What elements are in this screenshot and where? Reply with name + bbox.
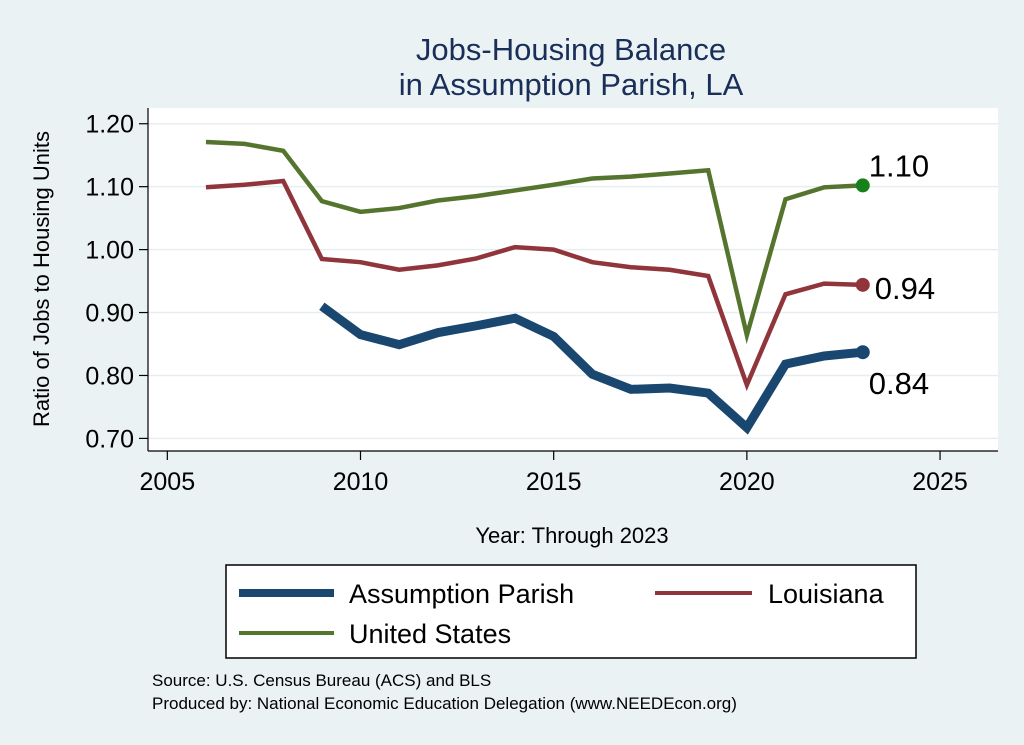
chart-title-line-2: in Assumption Parish, LA	[399, 67, 744, 102]
x-tick-label-2015: 2015	[526, 468, 582, 496]
gridlines	[148, 122, 998, 440]
series-line-louisiana	[205, 178, 863, 392]
x-tick-label-2010: 2010	[333, 468, 389, 496]
y-tick-label-1.20: 1.20	[85, 111, 134, 139]
end-label-united-states: 1.10	[869, 148, 929, 183]
legend-label-united-states: United States	[349, 619, 511, 649]
y-tick-label-0.80: 0.80	[85, 362, 134, 390]
produced-by-line: Produced by: National Economic Education…	[152, 694, 737, 713]
series-lines	[205, 139, 870, 435]
end-label-louisiana: 0.94	[875, 271, 935, 306]
x-axis-title: Year: Through 2023	[475, 523, 668, 548]
legend-box	[225, 564, 917, 659]
series-line-assumption-parish	[319, 302, 864, 435]
x-tick-label-2005: 2005	[140, 468, 196, 496]
end-label-assumption-parish: 0.84	[869, 366, 929, 401]
y-tick-label-0.70: 0.70	[85, 425, 134, 453]
y-tick-label-1.00: 1.00	[85, 237, 134, 265]
y-tick-label-0.90: 0.90	[85, 300, 134, 328]
series-line-united-states	[205, 139, 863, 345]
chart-title-line-1: Jobs-Housing Balance	[416, 32, 726, 67]
end-marker-assumption-parish	[855, 345, 870, 360]
x-tick-label-2020: 2020	[719, 468, 775, 496]
source-line: Source: U.S. Census Bureau (ACS) and BLS	[152, 671, 491, 690]
legend-label-louisiana: Louisiana	[768, 579, 885, 609]
y-axis-title: Ratio of Jobs to Housing Units	[29, 131, 54, 427]
end-marker-louisiana	[855, 277, 870, 292]
legend-label-assumption-parish: Assumption Parish	[349, 579, 574, 609]
end-labels: 1.10 0.94 0.84	[869, 148, 935, 401]
y-tick-label-1.10: 1.10	[85, 174, 134, 202]
axes: 0.70 0.80 0.90 1.00 1.10 1.20 2005 2010 2015 2020…	[85, 108, 998, 496]
plot-area	[148, 108, 998, 451]
x-tick-label-2025: 2025	[912, 468, 968, 496]
end-marker-united-states	[855, 178, 870, 193]
